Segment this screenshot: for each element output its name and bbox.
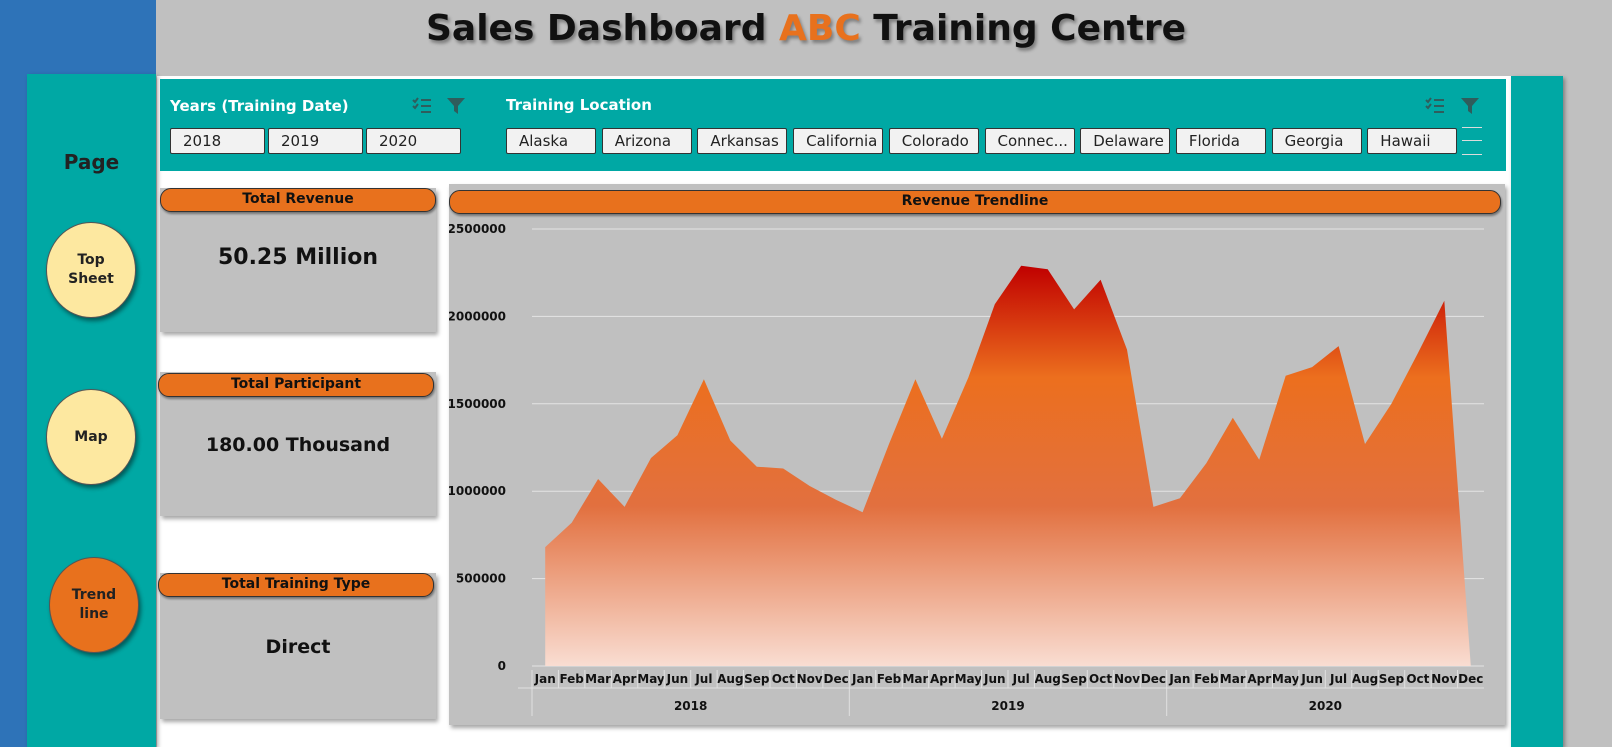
x-tick-label: Mar (585, 672, 611, 686)
x-tick-label: Jul (1012, 672, 1030, 686)
x-tick-label: Feb (877, 672, 902, 686)
y-tick-label: 1500000 (449, 397, 506, 411)
x-tick-label: Feb (559, 672, 584, 686)
x-tick-label: Jun (1300, 672, 1323, 686)
right-teal-band (1511, 76, 1563, 747)
location-chip[interactable]: Arizona (601, 128, 692, 154)
x-tick-label: Jun (983, 672, 1006, 686)
x-tick-label: Dec (1141, 672, 1166, 686)
years-slicer-title: Years (Training Date) (170, 97, 349, 115)
x-tick-label: Sep (744, 672, 770, 686)
x-tick-label: Mar (902, 672, 928, 686)
location-chip[interactable]: Georgia (1271, 128, 1362, 154)
x-year-label: 2019 (991, 699, 1024, 713)
location-chip[interactable]: Hawaii (1367, 128, 1458, 154)
clear-filter-icon[interactable] (1460, 96, 1480, 116)
x-tick-label: Jan (534, 672, 556, 686)
chart-panel: Revenue Trendline 2500000 2000000 1500000 1… (449, 184, 1505, 725)
clear-filter-icon[interactable] (446, 96, 466, 116)
nav-heading: Page (63, 150, 120, 174)
x-tick-label: Feb (1194, 672, 1219, 686)
nav-button-top-sheet[interactable]: Top Sheet (46, 222, 136, 318)
year-chip-2018[interactable]: 2018 (170, 128, 265, 154)
slicer-scrollbar[interactable] (1462, 127, 1482, 155)
x-tick-label: Nov (1431, 672, 1457, 686)
y-tick-label: 2000000 (449, 309, 506, 323)
kpi-value-participant: 180.00 Thousand (205, 434, 391, 456)
x-tick-label: Apr (613, 672, 637, 686)
x-tick-label: Aug (1352, 672, 1378, 686)
kpi-card-revenue (160, 188, 436, 332)
x-tick-label: Dec (824, 672, 849, 686)
x-year-label: 2020 (1309, 699, 1342, 713)
x-tick-label: Dec (1458, 672, 1483, 686)
kpi-label-training-type: Total Training Type (158, 573, 434, 597)
kpi-card-training-type (160, 573, 436, 719)
nav-label-line1: Top (77, 252, 105, 268)
y-tick-label: 1000000 (449, 484, 506, 498)
multi-select-icon[interactable] (412, 96, 432, 116)
location-chip[interactable]: Connec... (984, 128, 1075, 154)
title-accent: ABC (779, 8, 861, 49)
x-tick-label: Jun (666, 672, 689, 686)
nav-button-label: Top Sheet (68, 251, 114, 289)
x-tick-label: Nov (1114, 672, 1140, 686)
location-chip[interactable]: Florida (1175, 128, 1266, 154)
page-title: Sales Dashboard ABC Training Centre (0, 8, 1612, 49)
multi-select-icon[interactable] (1425, 96, 1445, 116)
kpi-value-revenue: 50.25 Million (217, 245, 379, 270)
kpi-label-revenue: Total Revenue (160, 188, 436, 212)
title-prefix: Sales Dashboard (425, 8, 767, 49)
x-tick-label: Apr (1247, 672, 1271, 686)
x-tick-label: Jul (694, 672, 712, 686)
location-chip[interactable]: Arkansas (697, 128, 788, 154)
kpi-label-participant: Total Participant (158, 373, 434, 397)
x-tick-label: May (1272, 672, 1300, 686)
x-tick-label: Oct (1089, 672, 1112, 686)
nav-label-line2: Sheet (68, 271, 114, 287)
nav-label-line1: Map (74, 428, 108, 445)
nav-label-line1: Trend (71, 587, 117, 603)
nav-button-map[interactable]: Map (46, 389, 136, 485)
title-suffix: Training Centre (873, 8, 1187, 49)
filter-bar: Years (Training Date) 2018 2019 2020 Train… (160, 79, 1506, 171)
chart-title: Revenue Trendline (449, 190, 1501, 214)
x-tick-label: Apr (930, 672, 954, 686)
x-tick-label: Sep (1379, 672, 1405, 686)
x-tick-label: May (955, 672, 983, 686)
nav-button-label: Trend line (72, 586, 116, 624)
x-tick-label: Jul (1329, 672, 1347, 686)
location-chip[interactable]: Alaska (506, 128, 596, 154)
x-tick-label: Oct (772, 672, 795, 686)
location-chip[interactable]: Colorado (888, 128, 979, 154)
x-year-label: 2018 (674, 699, 707, 713)
x-tick-label: Nov (797, 672, 823, 686)
location-chip[interactable]: Delaware (1080, 128, 1171, 154)
x-tick-label: Aug (1034, 672, 1060, 686)
location-chip[interactable]: California (793, 128, 884, 154)
x-tick-label: Jan (1168, 672, 1190, 686)
x-tick-label: Mar (1220, 672, 1246, 686)
x-tick-label: Oct (1406, 672, 1429, 686)
revenue-area-series (545, 265, 1471, 666)
kpi-value-training-type: Direct (265, 636, 331, 658)
x-tick-label: May (637, 672, 665, 686)
location-slicer-title: Training Location (506, 96, 652, 114)
nav-button-trendline[interactable]: Trend line (49, 557, 139, 653)
y-tick-label: 2500000 (449, 222, 506, 236)
x-tick-label: Sep (1061, 672, 1087, 686)
y-tick-label: 0 (498, 659, 506, 673)
y-tick-label: 500000 (456, 572, 506, 586)
x-tick-label: Jan (851, 672, 873, 686)
x-tick-label: Aug (717, 672, 743, 686)
year-chip-2020[interactable]: 2020 (366, 128, 461, 154)
nav-label-line2: line (79, 606, 109, 622)
year-chip-2019[interactable]: 2019 (268, 128, 363, 154)
